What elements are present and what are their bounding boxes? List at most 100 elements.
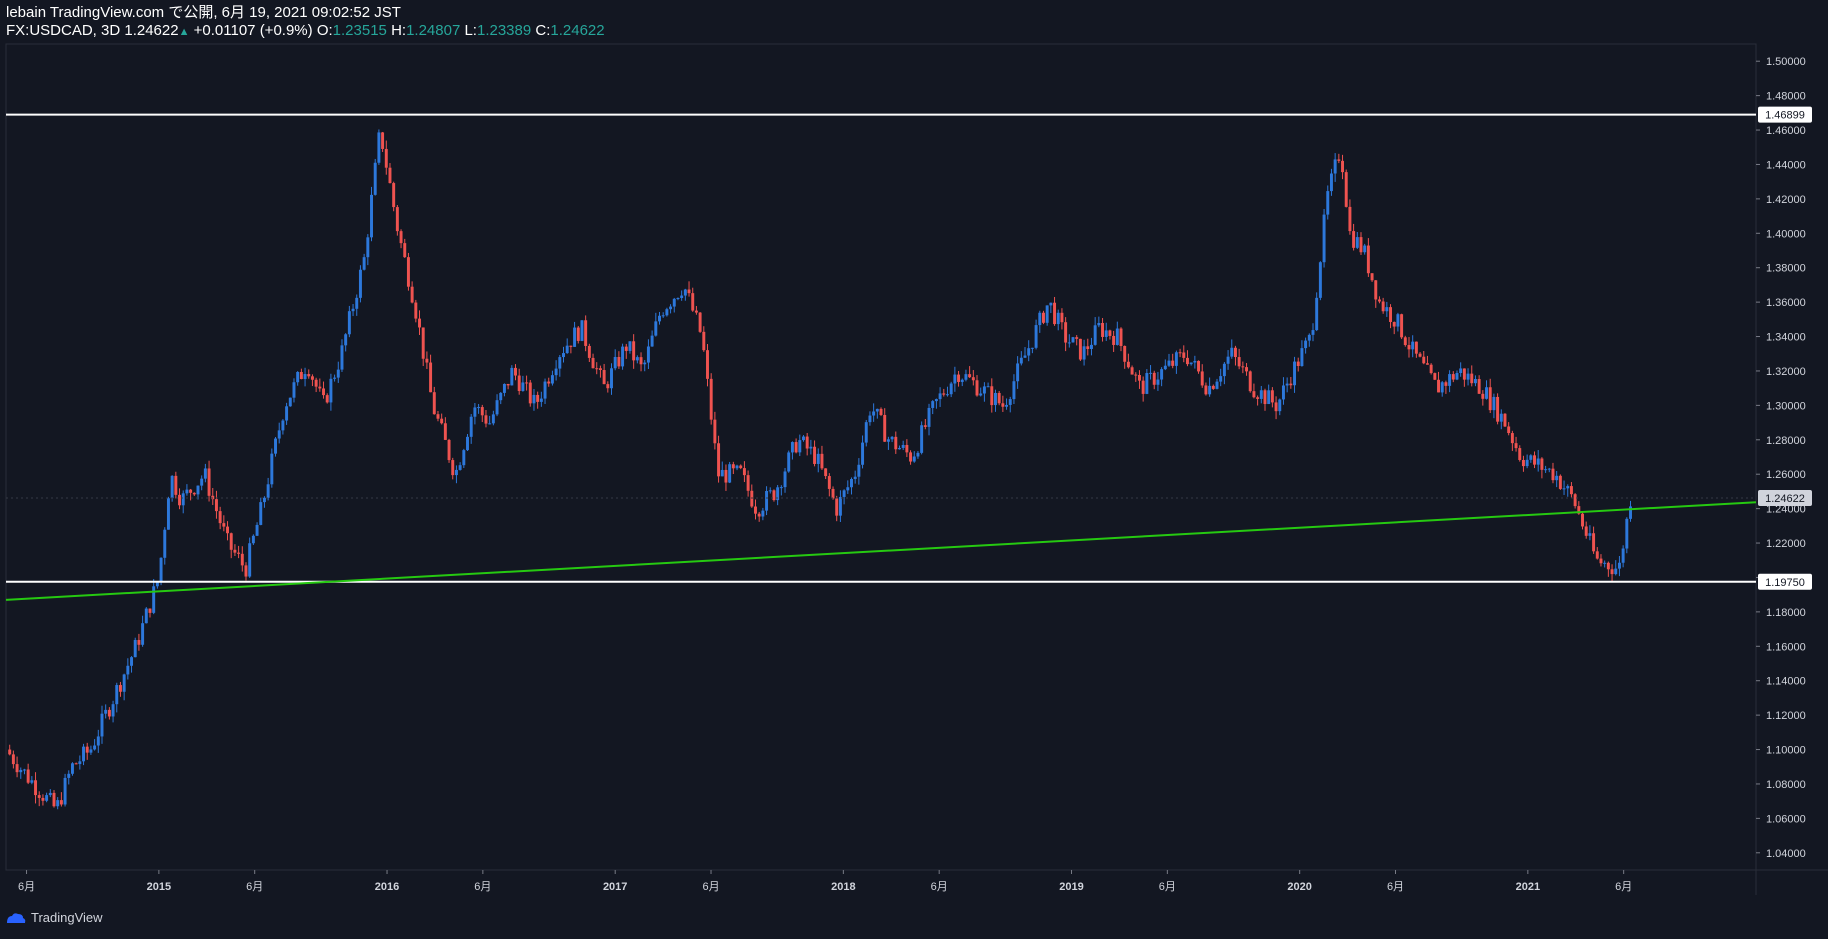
candle-body xyxy=(355,297,359,309)
candle-body xyxy=(322,388,325,396)
candle-body xyxy=(1370,273,1374,281)
candle-body xyxy=(45,795,49,801)
candle-body xyxy=(979,393,983,396)
candle-body xyxy=(358,269,362,298)
candle-body xyxy=(59,800,63,805)
candle-body xyxy=(1577,506,1581,514)
candle-body xyxy=(1060,312,1064,323)
candle-body xyxy=(141,623,145,645)
plot-area[interactable] xyxy=(5,43,1757,871)
candle-body xyxy=(1389,307,1393,322)
candle-body xyxy=(115,685,119,705)
candle-body xyxy=(1621,548,1625,563)
candle-body xyxy=(724,469,728,483)
candle-body xyxy=(1005,404,1009,407)
candle-body xyxy=(813,446,817,464)
candle-body xyxy=(414,302,418,319)
candle-body xyxy=(203,468,207,479)
candle-body xyxy=(742,468,746,476)
candle-body xyxy=(783,471,787,488)
symbol-label[interactable]: FX:USDCAD, 3D xyxy=(6,22,121,39)
candle-body xyxy=(447,439,451,461)
support-price-tag xyxy=(1758,573,1812,590)
price-tick-label: 1.30000 xyxy=(1766,400,1806,412)
candle-body xyxy=(214,499,218,512)
candle-body xyxy=(192,492,196,495)
candle-body xyxy=(329,378,333,403)
candle-body xyxy=(1097,322,1101,326)
candle-body xyxy=(1252,391,1256,398)
candle-body xyxy=(613,356,617,369)
time-tick-label: 6月 xyxy=(1615,881,1632,893)
candle-body xyxy=(1163,365,1167,370)
candle-body xyxy=(477,407,481,409)
candle-body xyxy=(1093,325,1097,345)
candle-body xyxy=(1606,562,1610,570)
candle-body xyxy=(11,754,15,765)
candle-body xyxy=(894,436,898,450)
candle-body xyxy=(1064,322,1068,343)
candle-body xyxy=(1171,360,1175,366)
candle-body xyxy=(1304,340,1308,349)
candle-body xyxy=(1023,355,1027,358)
candle-body xyxy=(757,513,761,517)
candle-body xyxy=(927,407,931,427)
candle-body xyxy=(1274,402,1278,412)
candle-body xyxy=(1407,345,1411,350)
candle-body xyxy=(107,709,111,717)
candle-body xyxy=(1300,348,1304,367)
candle-body xyxy=(624,346,628,351)
candle-body xyxy=(1019,357,1023,364)
candle-body xyxy=(85,746,89,753)
time-axis[interactable]: 6月 2015 6月 2016 6月 2017 6月 2018 6月 2019 6月 2020 6月 20… xyxy=(18,870,1632,893)
price-tick-label: 1.22000 xyxy=(1766,538,1806,550)
candle-body xyxy=(174,475,178,495)
candle-body xyxy=(499,392,503,401)
candle-body xyxy=(1562,488,1566,490)
candle-body xyxy=(1507,426,1511,434)
candle-body xyxy=(15,764,19,773)
candle-body xyxy=(281,420,285,431)
candle-body xyxy=(307,374,311,377)
candle-body xyxy=(185,489,189,494)
candle-body xyxy=(1285,383,1289,386)
price-axis[interactable]: 1.04000 1.06000 1.08000 1.10000 1.12000 1.140… xyxy=(1756,56,1806,860)
candle-body xyxy=(1425,363,1429,365)
candle-body xyxy=(543,381,547,399)
candle-body xyxy=(1344,172,1348,207)
candle-body xyxy=(510,367,514,386)
resistance-price-tag xyxy=(1758,106,1812,123)
candle-body xyxy=(1053,302,1057,325)
candle-body xyxy=(861,442,865,465)
candle-body xyxy=(809,446,813,449)
candle-body xyxy=(37,795,41,798)
candle-body xyxy=(34,780,38,796)
candle-body xyxy=(1418,353,1422,357)
drawings[interactable]: 1.46899 1.19750 1.24622 xyxy=(5,106,1812,601)
candle-body xyxy=(1082,346,1086,360)
candle-body xyxy=(1267,390,1271,405)
time-tick-label: 2017 xyxy=(603,881,627,893)
candle-body xyxy=(133,639,137,658)
candle-body xyxy=(410,286,414,303)
candle-body xyxy=(820,453,824,469)
candle-body xyxy=(1544,469,1548,471)
candle-body xyxy=(466,436,469,451)
time-tick-label: 6月 xyxy=(246,881,263,893)
candle-body xyxy=(654,321,658,336)
candle-body xyxy=(872,411,876,416)
candle-body xyxy=(1089,344,1093,350)
candle-body xyxy=(982,386,986,394)
candle-body xyxy=(1197,360,1201,372)
candle-body xyxy=(916,452,920,457)
candle-body xyxy=(1322,214,1326,263)
candle-body xyxy=(1333,159,1337,174)
candle-body xyxy=(451,460,455,476)
time-tick-label: 2016 xyxy=(375,881,399,893)
candle-body xyxy=(1123,345,1127,362)
price-tick-label: 1.42000 xyxy=(1766,194,1806,206)
price-tick-label: 1.40000 xyxy=(1766,228,1806,240)
candle-body xyxy=(1555,475,1559,481)
candle-body xyxy=(558,357,562,369)
